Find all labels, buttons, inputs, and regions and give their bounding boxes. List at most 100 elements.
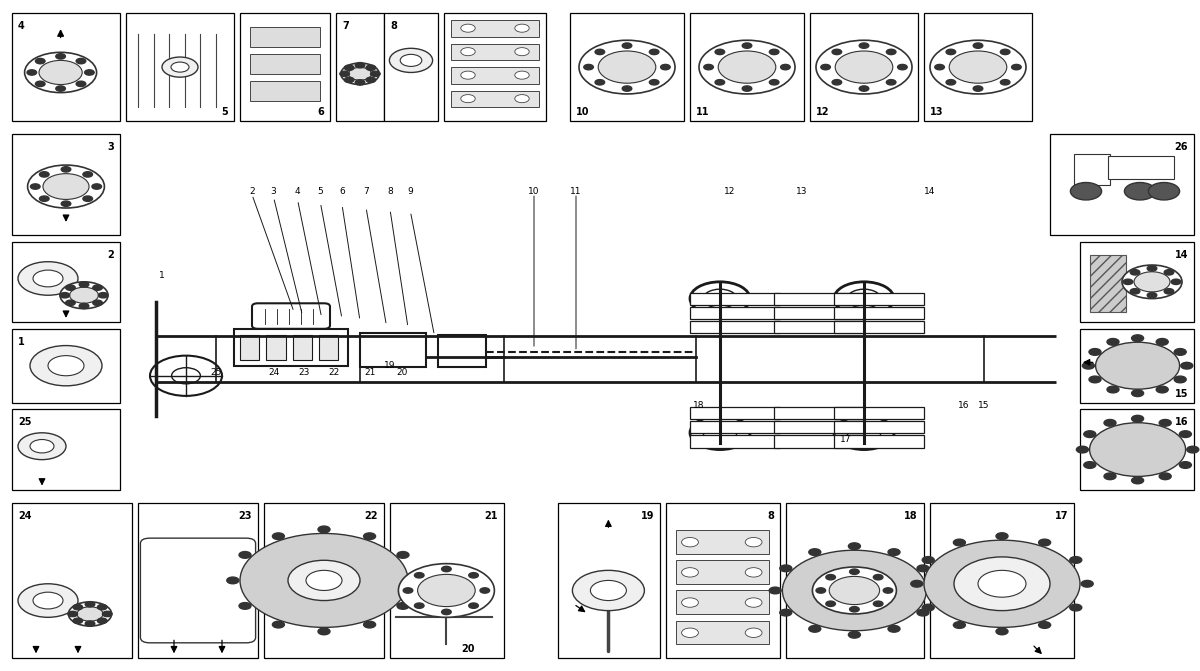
Text: 13: 13 [796, 187, 808, 196]
Circle shape [1108, 386, 1120, 393]
Circle shape [623, 86, 631, 91]
Bar [451, 91, 539, 107]
Bar [834, 321, 924, 333]
Bar [834, 421, 924, 433]
Bar [774, 407, 864, 419]
Circle shape [172, 62, 190, 72]
Circle shape [18, 433, 66, 460]
Bar [12, 242, 120, 322]
Circle shape [973, 43, 983, 48]
Circle shape [76, 58, 85, 64]
Circle shape [348, 67, 372, 81]
Circle shape [70, 287, 98, 303]
Text: 9: 9 [408, 187, 413, 196]
Text: 6: 6 [340, 187, 344, 196]
Text: 23: 23 [298, 368, 310, 377]
Bar [293, 335, 312, 360]
Circle shape [364, 621, 376, 628]
Text: 23: 23 [239, 511, 252, 521]
Circle shape [572, 570, 644, 611]
Circle shape [835, 51, 893, 83]
Circle shape [923, 556, 935, 563]
Bar [451, 20, 539, 37]
Bar [690, 293, 780, 305]
Circle shape [883, 588, 893, 593]
Circle shape [595, 49, 605, 54]
Text: 11: 11 [696, 107, 709, 117]
Bar [834, 407, 924, 419]
Circle shape [366, 77, 376, 83]
Circle shape [780, 609, 792, 616]
Bar [774, 421, 864, 433]
Circle shape [1175, 348, 1187, 356]
Circle shape [1147, 266, 1157, 271]
Circle shape [77, 607, 103, 621]
Circle shape [769, 49, 779, 54]
Text: 18: 18 [905, 511, 918, 521]
Circle shape [18, 262, 78, 295]
Circle shape [1147, 293, 1157, 298]
Circle shape [1001, 80, 1010, 85]
Text: 18: 18 [692, 401, 704, 411]
Circle shape [917, 565, 929, 572]
Circle shape [461, 24, 475, 32]
Circle shape [162, 57, 198, 77]
Circle shape [898, 64, 907, 70]
Circle shape [28, 70, 37, 75]
Circle shape [318, 526, 330, 533]
Text: 3: 3 [271, 187, 276, 196]
Circle shape [1088, 376, 1100, 382]
Circle shape [73, 618, 83, 623]
Circle shape [18, 584, 78, 617]
Circle shape [227, 577, 239, 584]
Circle shape [1159, 419, 1171, 426]
Circle shape [24, 52, 96, 93]
Circle shape [682, 568, 698, 577]
Circle shape [1122, 265, 1182, 299]
Circle shape [850, 569, 859, 574]
Circle shape [239, 552, 251, 558]
Circle shape [848, 543, 860, 550]
Circle shape [98, 293, 108, 298]
FancyBboxPatch shape [252, 303, 330, 329]
Circle shape [583, 64, 593, 70]
Circle shape [38, 60, 82, 85]
Circle shape [34, 270, 64, 287]
Circle shape [34, 592, 64, 609]
Circle shape [978, 570, 1026, 597]
Circle shape [580, 40, 674, 94]
Circle shape [590, 580, 626, 601]
Circle shape [344, 77, 354, 83]
Text: 11: 11 [570, 187, 582, 196]
Text: 12: 12 [724, 187, 736, 196]
Bar [264, 503, 384, 658]
Bar [774, 435, 864, 448]
Bar [390, 503, 504, 658]
Circle shape [887, 80, 896, 85]
Circle shape [781, 64, 790, 70]
Circle shape [398, 564, 494, 617]
Text: 19: 19 [384, 361, 396, 370]
Circle shape [703, 64, 713, 70]
Circle shape [826, 601, 835, 607]
Text: 21: 21 [485, 511, 498, 521]
Circle shape [30, 440, 54, 453]
Circle shape [888, 625, 900, 632]
Circle shape [76, 81, 85, 87]
Circle shape [1148, 183, 1180, 200]
Bar [676, 560, 769, 584]
Circle shape [515, 48, 529, 56]
Circle shape [595, 80, 605, 85]
Bar [438, 335, 486, 367]
Circle shape [859, 86, 869, 91]
Bar [1090, 255, 1126, 312]
Circle shape [403, 588, 413, 593]
Circle shape [85, 621, 95, 626]
Circle shape [649, 49, 659, 54]
Circle shape [718, 51, 775, 83]
Text: 1: 1 [160, 270, 164, 280]
Bar [126, 13, 234, 121]
Circle shape [442, 609, 451, 615]
Circle shape [1180, 431, 1192, 437]
Circle shape [1012, 64, 1021, 70]
